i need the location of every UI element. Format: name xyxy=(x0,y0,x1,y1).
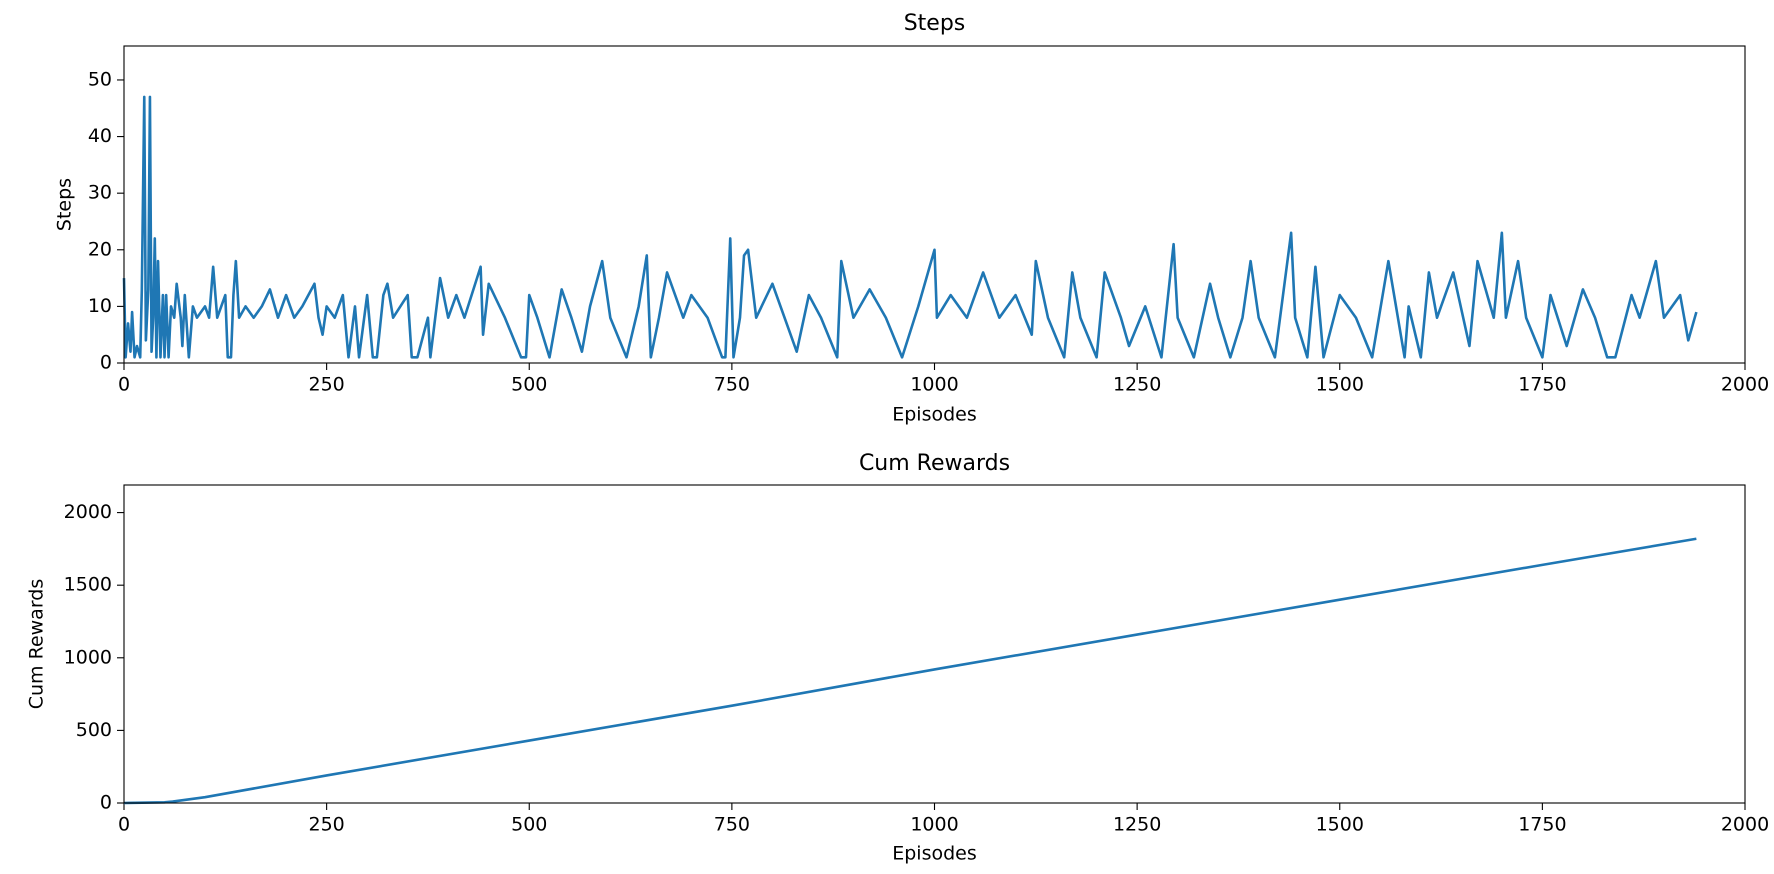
x-tick-label: 250 xyxy=(308,374,344,396)
x-tick-label: 1750 xyxy=(1518,374,1566,396)
x-tick-label: 0 xyxy=(118,814,130,836)
x-tick-label: 500 xyxy=(511,374,547,396)
x-tick-label: 1500 xyxy=(1316,814,1364,836)
x-tick-label: 1250 xyxy=(1113,814,1161,836)
y-axis-label: Steps xyxy=(54,178,76,231)
data-line xyxy=(122,95,1698,359)
x-axis-label: Episodes xyxy=(892,404,977,426)
y-tick-label: 0 xyxy=(100,792,112,814)
x-axis-label: Episodes xyxy=(892,843,977,865)
x-tick-label: 500 xyxy=(511,814,547,836)
x-tick-label: 750 xyxy=(714,814,750,836)
x-tick-label: 1250 xyxy=(1113,374,1161,396)
y-tick-label: 10 xyxy=(88,295,112,317)
y-tick-label: 1000 xyxy=(64,646,112,668)
chart-title: Steps xyxy=(904,11,966,36)
y-tick-label: 30 xyxy=(88,182,112,204)
x-tick-label: 1000 xyxy=(910,374,958,396)
y-tick-label: 40 xyxy=(88,125,112,147)
x-tick-label: 0 xyxy=(118,374,130,396)
x-tick-label: 250 xyxy=(308,814,344,836)
y-tick-label: 500 xyxy=(76,719,112,741)
x-tick-label: 2000 xyxy=(1721,374,1769,396)
y-tick-label: 2000 xyxy=(64,501,112,523)
x-tick-label: 1750 xyxy=(1518,814,1566,836)
y-tick-label: 20 xyxy=(88,238,112,260)
plot-frame xyxy=(123,45,1746,364)
x-tick-label: 1000 xyxy=(910,814,958,836)
y-axis-label: Cum Rewards xyxy=(26,579,48,710)
y-tick-label: 0 xyxy=(100,352,112,374)
y-tick-label: 1500 xyxy=(64,574,112,596)
x-tick-label: 2000 xyxy=(1721,814,1769,836)
chart-title: Cum Rewards xyxy=(859,451,1010,476)
x-tick-label: 1500 xyxy=(1316,374,1364,396)
x-tick-label: 750 xyxy=(714,374,750,396)
plot-frame xyxy=(123,484,1746,804)
y-tick-label: 50 xyxy=(88,68,112,90)
data-line xyxy=(123,537,1697,805)
